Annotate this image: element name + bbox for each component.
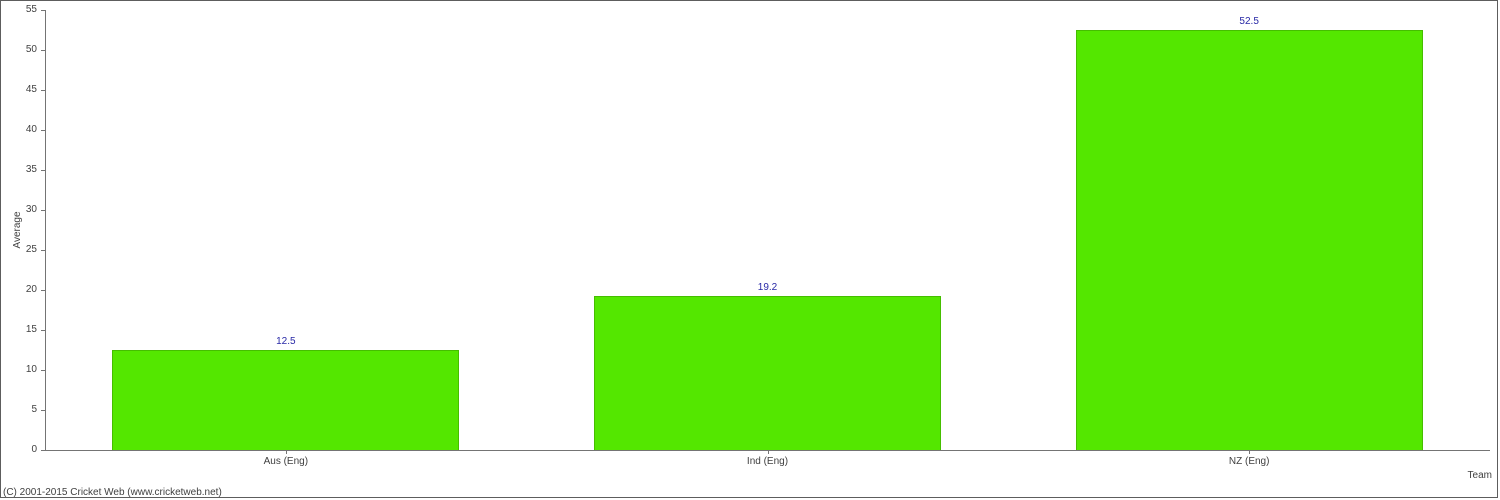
y-tick (41, 330, 45, 331)
y-tick (41, 210, 45, 211)
y-tick (41, 290, 45, 291)
y-tick (41, 170, 45, 171)
y-axis-line (45, 10, 46, 450)
y-tick (41, 410, 45, 411)
y-axis-title: Average (12, 10, 23, 450)
bar (1076, 30, 1423, 450)
bar-value-label: 19.2 (728, 282, 808, 293)
y-tick (41, 90, 45, 91)
x-axis-title: Team (1468, 470, 1492, 481)
bar-value-label: 52.5 (1209, 16, 1289, 27)
bar (112, 350, 459, 450)
x-tick (1249, 450, 1250, 454)
x-tick (768, 450, 769, 454)
y-tick (41, 50, 45, 51)
bar (594, 296, 941, 450)
x-tick-label: Ind (Eng) (688, 456, 848, 467)
copyright-text: (C) 2001-2015 Cricket Web (www.cricketwe… (3, 487, 222, 498)
y-tick (41, 450, 45, 451)
y-tick (41, 250, 45, 251)
y-tick (41, 10, 45, 11)
y-tick (41, 130, 45, 131)
x-tick (286, 450, 287, 454)
bar-value-label: 12.5 (246, 336, 326, 347)
y-tick (41, 370, 45, 371)
x-tick-label: NZ (Eng) (1169, 456, 1329, 467)
x-tick-label: Aus (Eng) (206, 456, 366, 467)
